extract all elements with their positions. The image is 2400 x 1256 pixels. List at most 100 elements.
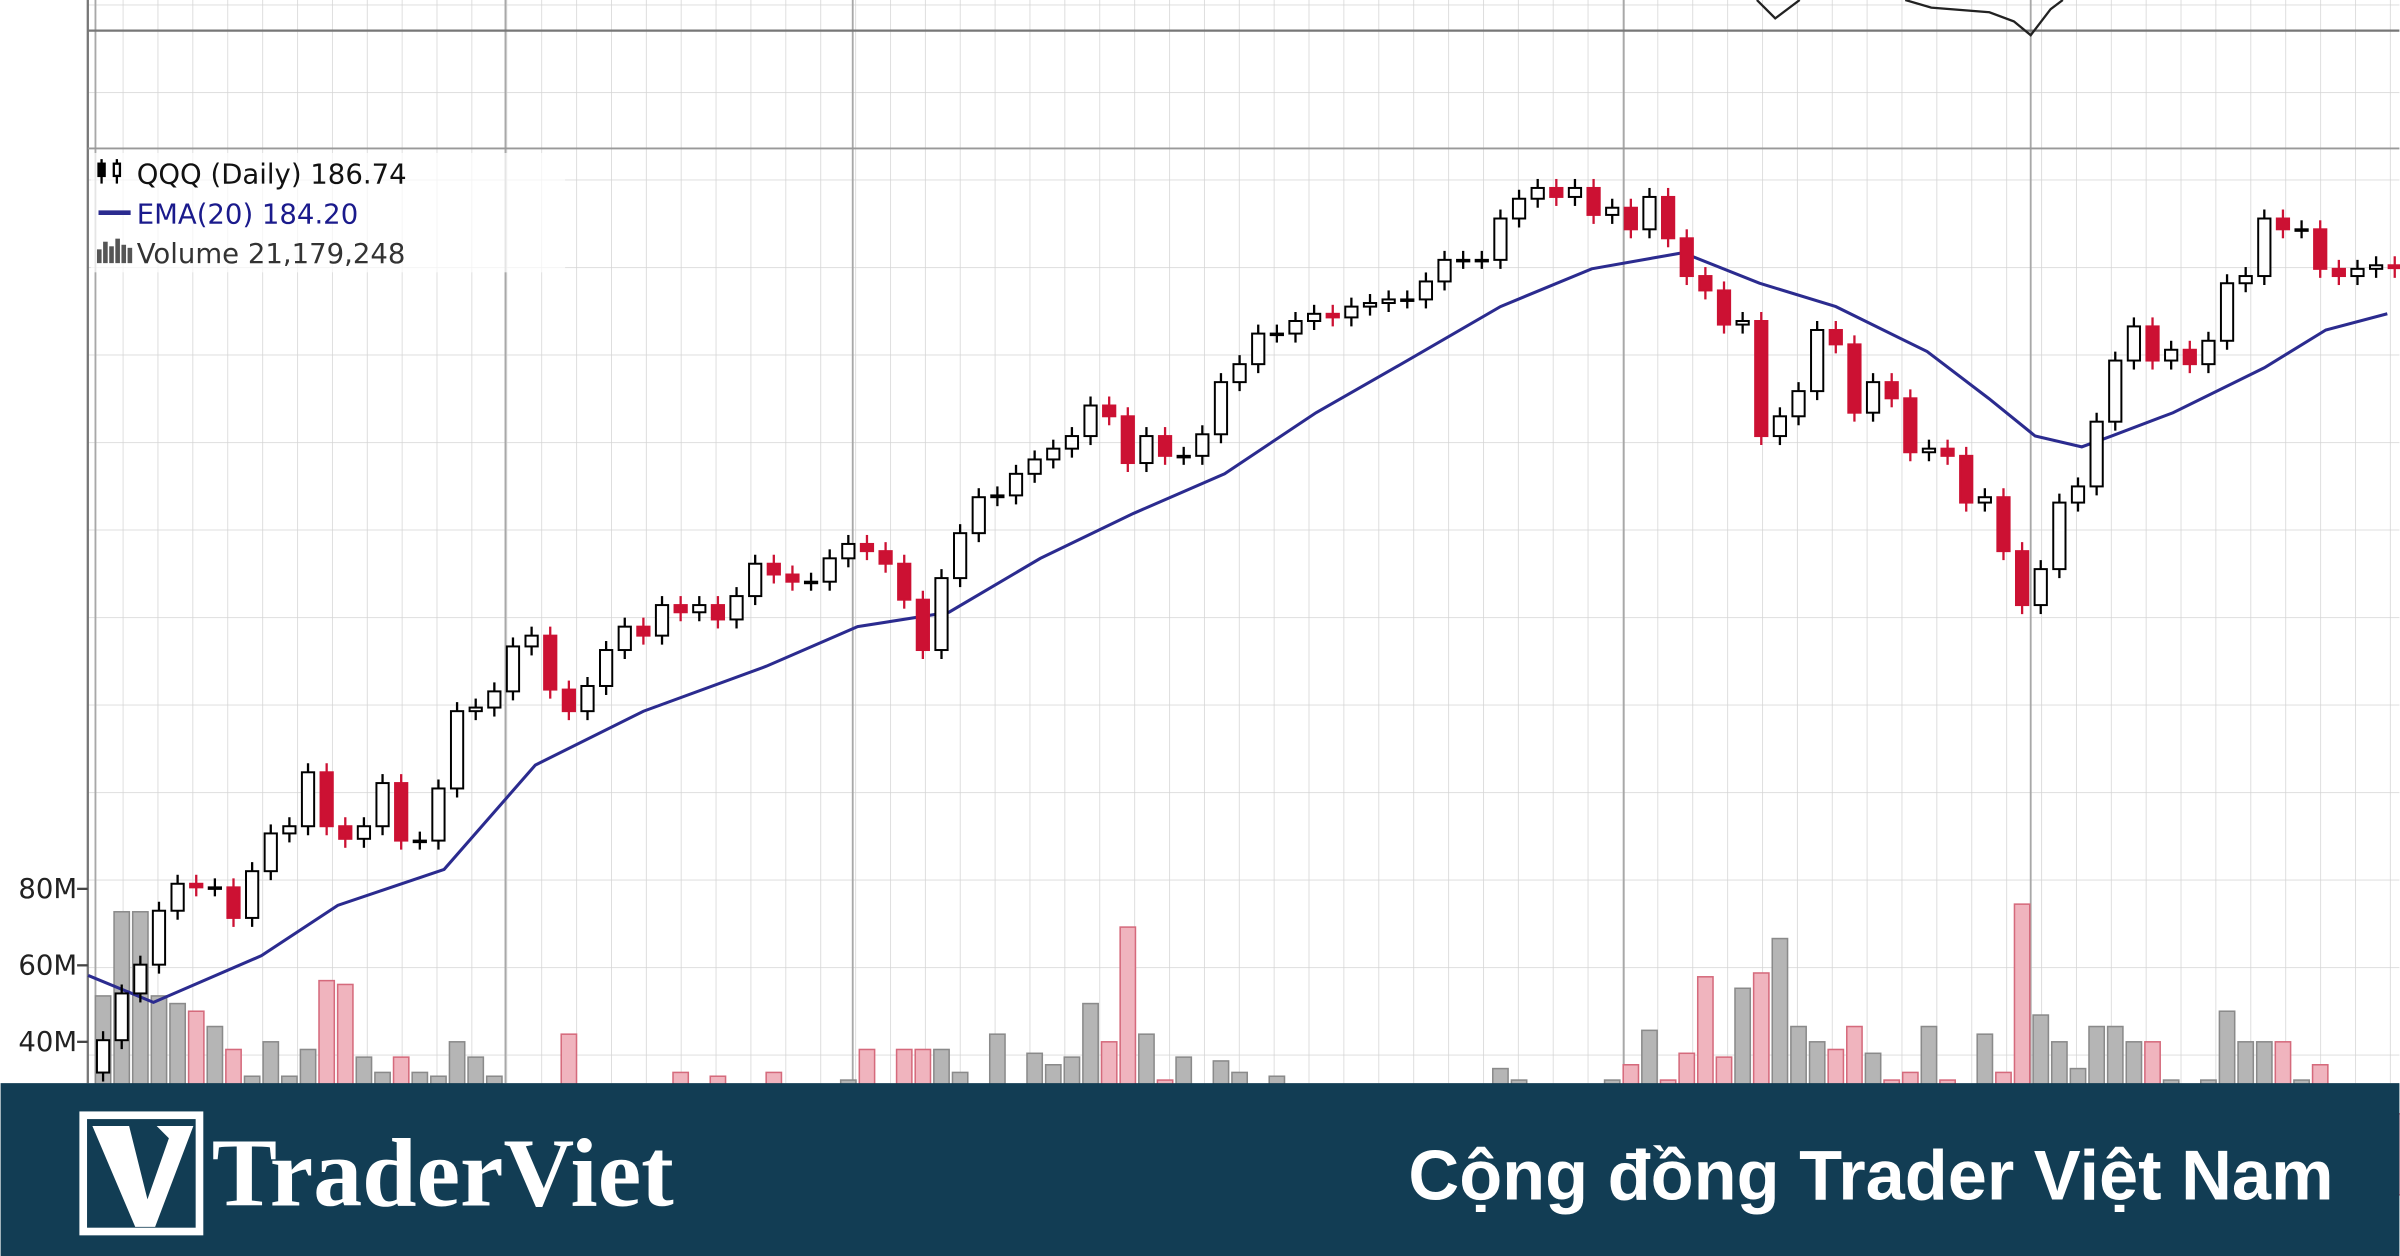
candle-body: [915, 598, 930, 652]
legend-icon: [96, 238, 133, 264]
candle-body: [1511, 197, 1527, 220]
candle-body: [2294, 228, 2309, 232]
candle-body: [282, 825, 297, 835]
candle-body: [748, 562, 763, 598]
candle-body: [1772, 415, 1788, 438]
legend-bg: [90, 152, 566, 273]
candle-body: [2145, 325, 2160, 362]
candle-body: [692, 604, 707, 614]
candle-body: [878, 550, 893, 565]
candle-body: [394, 782, 409, 842]
candle-body: [487, 690, 502, 709]
candle-body: [766, 562, 781, 576]
candle-body: [1977, 496, 1992, 504]
candle-body: [897, 562, 912, 601]
candle-body: [1288, 320, 1303, 335]
candle-body: [580, 684, 595, 713]
candle-body: [1120, 415, 1135, 465]
candle-body: [2108, 359, 2123, 423]
candle-body: [2331, 267, 2346, 278]
candle-body: [412, 839, 427, 844]
candle-body: [2350, 267, 2365, 278]
candle-body: [1623, 206, 1638, 231]
candle-body: [133, 963, 148, 995]
candle-body: [599, 649, 614, 687]
candle-body: [524, 634, 539, 648]
candle-body: [729, 595, 744, 621]
candle-body: [654, 604, 670, 637]
indicator-line: [1756, 0, 2064, 37]
legend-icon: [97, 159, 122, 184]
candle-body: [934, 577, 949, 652]
candle-body: [673, 604, 688, 614]
candle-body: [95, 1039, 111, 1074]
banner-bg: [0, 1083, 2400, 1256]
candle-body: [1139, 435, 1154, 465]
candle-body: [1251, 332, 1266, 366]
candle-body: [971, 496, 986, 535]
candle-body: [2368, 264, 2384, 270]
candle-body: [1493, 217, 1508, 261]
candle-body: [468, 706, 483, 713]
candle-body: [2070, 485, 2086, 504]
candle-body: [375, 782, 390, 828]
y-tick-label: 80M: [18, 873, 77, 905]
candle-body: [2033, 568, 2048, 607]
candle-body: [263, 832, 278, 873]
candle-body: [2126, 325, 2142, 362]
candle-body: [1735, 320, 1750, 326]
logo-text: TraderViet: [212, 1120, 674, 1228]
candle-body: [356, 825, 372, 840]
legend-text: QQQ (Daily) 186.74: [137, 159, 407, 191]
candle-body: [1865, 381, 1881, 414]
candle-body: [1605, 206, 1620, 216]
candle-body: [1642, 195, 1657, 231]
candle-body: [2164, 348, 2179, 362]
legend-text: EMA(20) 184.20: [137, 198, 358, 230]
candle-body: [1549, 186, 1564, 198]
candle-body: [2387, 264, 2400, 270]
candle-body: [2238, 275, 2253, 285]
candle-body: [561, 688, 576, 713]
candle-body: [1530, 186, 1545, 200]
candle-body: [1362, 302, 1378, 308]
candle-body: [1381, 298, 1396, 305]
candle-body: [1325, 312, 1340, 319]
candle-body: [2182, 348, 2197, 366]
candle-body: [636, 625, 651, 637]
candle-body: [859, 542, 875, 553]
candle-body: [2014, 550, 2030, 607]
candle-body: [2089, 420, 2104, 488]
candle-body: [1418, 280, 1434, 301]
legend: QQQ (Daily) 186.74 EMA(20) 184.20 Volume…: [90, 152, 566, 273]
candle-body: [543, 634, 558, 691]
candle-body: [1679, 237, 1694, 278]
candle-body: [1940, 447, 1955, 457]
candle-body: [319, 771, 334, 828]
candle-body: [1083, 404, 1098, 438]
y-tick-label: 60M: [18, 950, 77, 982]
candle-body: [803, 580, 819, 585]
candle-body: [170, 882, 185, 912]
candle-body: [245, 870, 260, 919]
candle-body: [617, 625, 632, 652]
tagline: Cộng đồng Trader Việt Nam: [1408, 1135, 2333, 1214]
candle-body: [1903, 397, 1918, 454]
candle-body: [1195, 433, 1210, 457]
candle-body: [822, 557, 837, 583]
candle-body: [1996, 496, 2011, 553]
candle-body: [226, 886, 241, 919]
candle-body: [431, 787, 446, 842]
candle-body: [1586, 186, 1601, 216]
logo-mark: [92, 1125, 194, 1227]
candle-body: [1344, 305, 1359, 319]
candle-body: [2052, 501, 2067, 571]
candle-body: [1456, 258, 1471, 263]
candle-body: [1716, 289, 1732, 326]
candle-body: [1661, 195, 1676, 240]
candle-body: [189, 882, 204, 889]
candle-body: [505, 645, 521, 693]
candle-body: [1437, 258, 1452, 283]
candle-body: [338, 825, 353, 840]
